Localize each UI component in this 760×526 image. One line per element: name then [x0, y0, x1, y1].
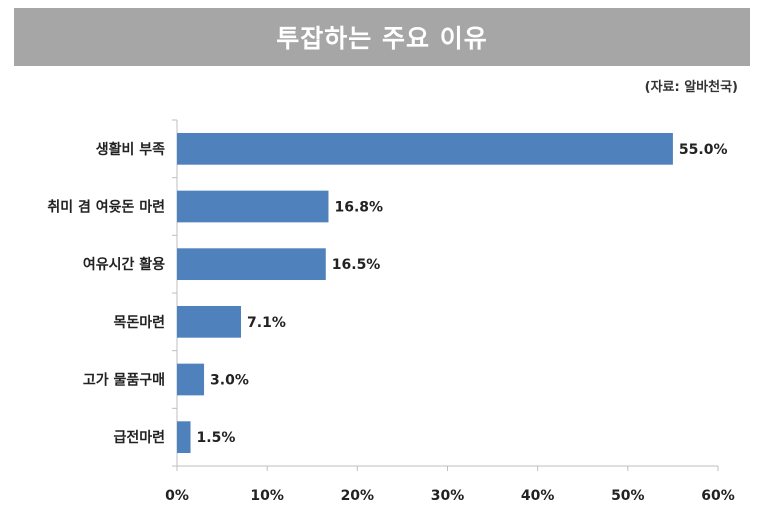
value-label: 3.0%	[210, 373, 249, 389]
bar	[177, 421, 191, 454]
category-label: 고가 물품구매	[83, 373, 165, 389]
x-tick-label: 30%	[431, 488, 465, 504]
x-tick-label: 10%	[250, 488, 284, 504]
chart-title: 투잡하는 주요 이유	[276, 24, 488, 53]
bar	[177, 190, 329, 223]
chart-title-bar: 투잡하는 주요 이유	[14, 8, 750, 66]
category-label: 여유시간 활용	[83, 256, 165, 273]
source-note: (자료: 알바천국)	[644, 80, 738, 95]
category-label: 생활비 부족	[96, 141, 165, 158]
x-tick-label: 60%	[701, 488, 735, 504]
value-label: 16.8%	[334, 200, 383, 216]
x-tick-label: 20%	[341, 488, 375, 504]
value-label: 16.5%	[332, 257, 381, 273]
bar	[177, 132, 673, 165]
value-label: 55.0%	[679, 142, 728, 158]
category-label: 목돈마련	[113, 314, 165, 331]
value-label: 1.5%	[197, 430, 236, 446]
bar	[177, 363, 205, 396]
value-label: 7.1%	[247, 315, 286, 331]
x-tick-label: 0%	[165, 488, 189, 504]
bar	[177, 305, 242, 338]
category-label: 취미 겸 여윳돈 마련	[47, 199, 165, 216]
x-tick-label: 40%	[521, 488, 555, 504]
category-label: 급전마련	[113, 429, 165, 446]
bar	[177, 248, 326, 281]
x-tick-label: 50%	[611, 488, 645, 504]
